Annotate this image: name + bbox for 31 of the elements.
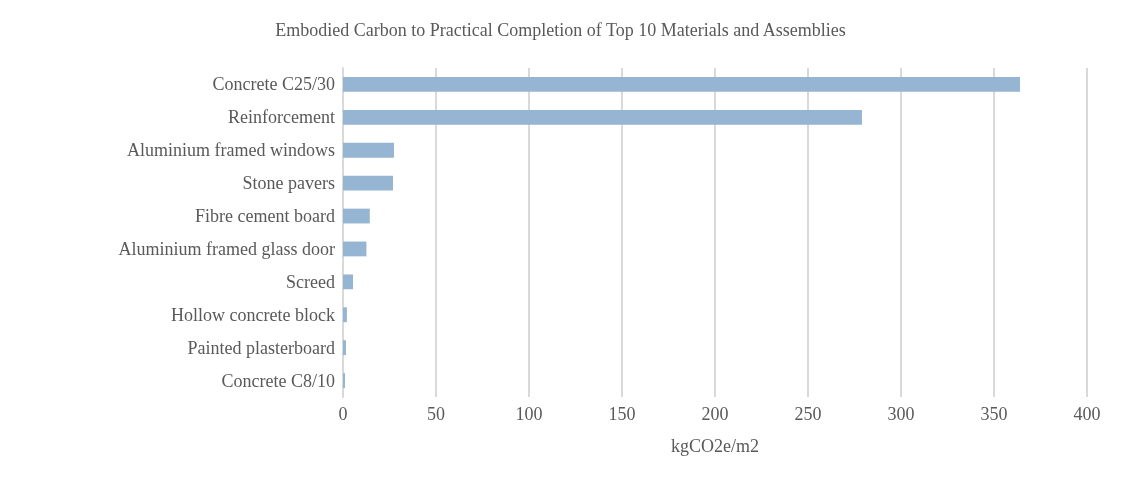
bar [343, 142, 394, 158]
x-tick-label: 50 [427, 404, 445, 424]
x-tick-label: 150 [608, 404, 636, 424]
x-axis-title: kgCO2e/m2 [671, 436, 759, 456]
bar [343, 175, 394, 191]
bar [343, 241, 367, 257]
y-tick-label: Stone pavers [242, 173, 335, 194]
y-tick-label: Concrete C25/30 [212, 74, 335, 95]
chart-title: Embodied Carbon to Practical Completion of Top 10 Materials and Assemblies [275, 20, 846, 40]
x-tick-label: 0 [338, 404, 348, 424]
bar [343, 373, 346, 388]
y-tick-label: Aluminium framed glass door [118, 238, 335, 259]
bar [343, 77, 1021, 92]
bar [343, 208, 370, 224]
y-tick-label: Hollow concrete block [171, 304, 335, 325]
y-tick-label: Concrete C8/10 [221, 370, 335, 391]
x-tick-label: 400 [1073, 404, 1101, 424]
y-tick-label: Aluminium framed windows [127, 140, 335, 161]
x-tick-label: 200 [701, 404, 729, 424]
x-tick-label: 100 [515, 404, 543, 424]
bar [343, 274, 354, 290]
y-tick-label: Reinforcement [228, 107, 335, 128]
x-tick-label: 250 [794, 404, 822, 424]
y-tick-label: Painted plasterboard [187, 337, 335, 358]
bar [343, 109, 862, 125]
x-tick-label: 300 [887, 404, 915, 424]
y-tick-label: Fibre cement board [195, 206, 335, 227]
bar [343, 307, 347, 323]
y-tick-label: Screed [286, 271, 335, 292]
x-tick-label: 350 [980, 404, 1008, 424]
bar [343, 340, 346, 356]
